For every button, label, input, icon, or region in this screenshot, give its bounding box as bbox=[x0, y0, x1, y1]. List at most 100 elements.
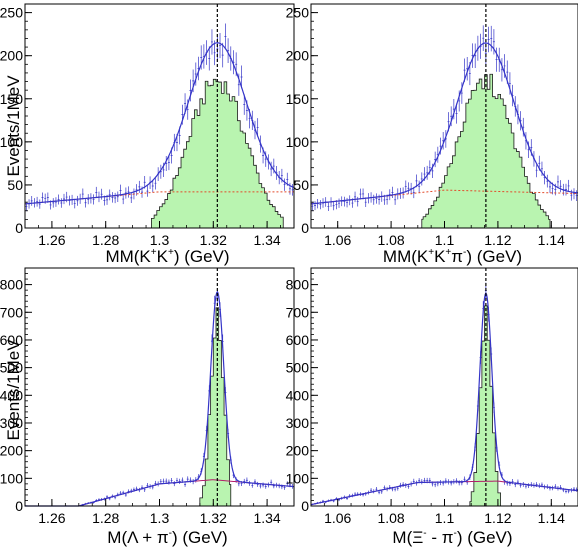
x-axis-label-superscript: - bbox=[453, 528, 456, 539]
data-point bbox=[359, 188, 362, 200]
y-tick-label: 200 bbox=[0, 443, 23, 459]
x-axis-label-superscript: + bbox=[151, 247, 157, 258]
x-axis-label: MM(K+K+) (GeV) bbox=[105, 247, 229, 266]
y-tick-label: 500 bbox=[286, 360, 310, 376]
data-point bbox=[57, 194, 60, 205]
data-point bbox=[210, 29, 213, 55]
y-tick-label: 100 bbox=[0, 470, 23, 486]
y-tick-label: 0 bbox=[15, 220, 23, 236]
x-tick-label: 1.3 bbox=[150, 510, 170, 526]
data-point bbox=[186, 476, 189, 482]
data-point bbox=[122, 194, 125, 205]
data-point bbox=[272, 483, 275, 489]
x-tick-label: 1.32 bbox=[200, 510, 227, 526]
data-point bbox=[243, 94, 246, 115]
data-points bbox=[311, 282, 578, 506]
x-axis-label: M(Λ + π-) (GeV) bbox=[107, 528, 227, 547]
data-point bbox=[52, 198, 55, 208]
data-point bbox=[490, 25, 493, 52]
x-axis-label: M(Ξ- - π-) (GeV) bbox=[392, 528, 512, 547]
x-axis-label-text: ) (GeV) bbox=[172, 528, 228, 547]
x-axis-label-text: K bbox=[157, 247, 169, 266]
data-point bbox=[546, 174, 549, 188]
data-point bbox=[420, 479, 423, 485]
data-point bbox=[103, 195, 106, 206]
data-point bbox=[567, 179, 570, 193]
y-axis-label-bottom: Events/1MeV bbox=[4, 339, 23, 441]
plot-frame bbox=[310, 267, 578, 507]
data-point bbox=[495, 47, 498, 72]
data-point bbox=[356, 196, 359, 207]
y-tick-label: 50 bbox=[293, 177, 309, 193]
y-tick-label: 500 bbox=[0, 360, 23, 376]
data-point bbox=[418, 180, 421, 193]
x-axis-label-text: MM(K bbox=[105, 247, 151, 266]
data-point bbox=[327, 202, 330, 211]
data-point bbox=[41, 192, 44, 203]
x-tick-label: 1.26 bbox=[38, 510, 65, 526]
data-point bbox=[564, 489, 567, 494]
data-point bbox=[73, 199, 76, 209]
data-point bbox=[270, 161, 273, 177]
x-tick-label: 1.06 bbox=[324, 232, 351, 248]
data-point bbox=[314, 201, 317, 211]
data-point bbox=[522, 117, 525, 137]
data-point bbox=[151, 179, 154, 193]
data-point bbox=[84, 197, 87, 208]
x-tick-label: 1.32 bbox=[200, 232, 227, 248]
y-tick-label: 800 bbox=[0, 277, 23, 293]
y-tick-label: 700 bbox=[0, 304, 23, 320]
data-point bbox=[127, 186, 130, 198]
data-point bbox=[394, 194, 397, 205]
y-tick-label: 100 bbox=[286, 134, 310, 150]
data-point bbox=[167, 154, 170, 171]
y-tick-label: 400 bbox=[0, 387, 23, 403]
x-axis-label-superscript: + bbox=[428, 247, 434, 258]
data-point bbox=[332, 201, 335, 211]
data-point bbox=[167, 479, 170, 485]
data-point bbox=[391, 186, 394, 199]
x-axis-label-superscript: + bbox=[445, 247, 451, 258]
x-tick-label: 1.26 bbox=[38, 232, 65, 248]
data-point bbox=[256, 481, 259, 487]
data-point bbox=[426, 165, 429, 180]
x-tick-label: 1.12 bbox=[484, 232, 511, 248]
y-axis-label-top: Events/1MeV bbox=[4, 75, 23, 177]
data-point bbox=[471, 43, 474, 68]
data-point bbox=[482, 25, 485, 52]
data-point bbox=[575, 190, 578, 201]
data-point bbox=[114, 496, 117, 500]
data-point bbox=[291, 184, 294, 196]
x-tick-label: 1.1 bbox=[435, 232, 455, 248]
y-tick-label: 150 bbox=[286, 91, 310, 107]
data-point bbox=[38, 199, 41, 209]
data-point bbox=[262, 482, 265, 488]
x-axis-label-text: π bbox=[451, 247, 463, 266]
data-point bbox=[455, 478, 458, 484]
data-point bbox=[559, 180, 562, 193]
data-point bbox=[184, 481, 187, 487]
data-point bbox=[556, 175, 559, 189]
data-point bbox=[399, 482, 402, 488]
data-point bbox=[319, 200, 322, 210]
data-point bbox=[221, 42, 224, 68]
data-point bbox=[243, 478, 246, 485]
y-tick-label: 200 bbox=[286, 443, 310, 459]
data-point bbox=[458, 480, 461, 486]
panel-top-left: 1.26 1.28 1.3 1.32 1.34050100150200250MM(K+K… bbox=[0, 3, 295, 266]
data-point bbox=[81, 188, 84, 200]
data-point bbox=[259, 483, 262, 489]
data-point bbox=[548, 180, 551, 193]
data-point bbox=[130, 192, 133, 204]
data-point bbox=[76, 195, 79, 206]
data-point bbox=[354, 191, 357, 203]
panel-top-right: 1.06 1.08 1.1 1.12 1.14050100150200250MM(K+K… bbox=[286, 3, 578, 266]
data-point bbox=[492, 29, 495, 55]
data-point bbox=[364, 197, 367, 207]
x-axis-label-text: - π bbox=[427, 528, 454, 547]
x-tick-label: 1.12 bbox=[484, 510, 511, 526]
fit-curve bbox=[24, 42, 295, 205]
data-point bbox=[213, 40, 216, 66]
x-axis-label-superscript: - bbox=[463, 247, 466, 258]
